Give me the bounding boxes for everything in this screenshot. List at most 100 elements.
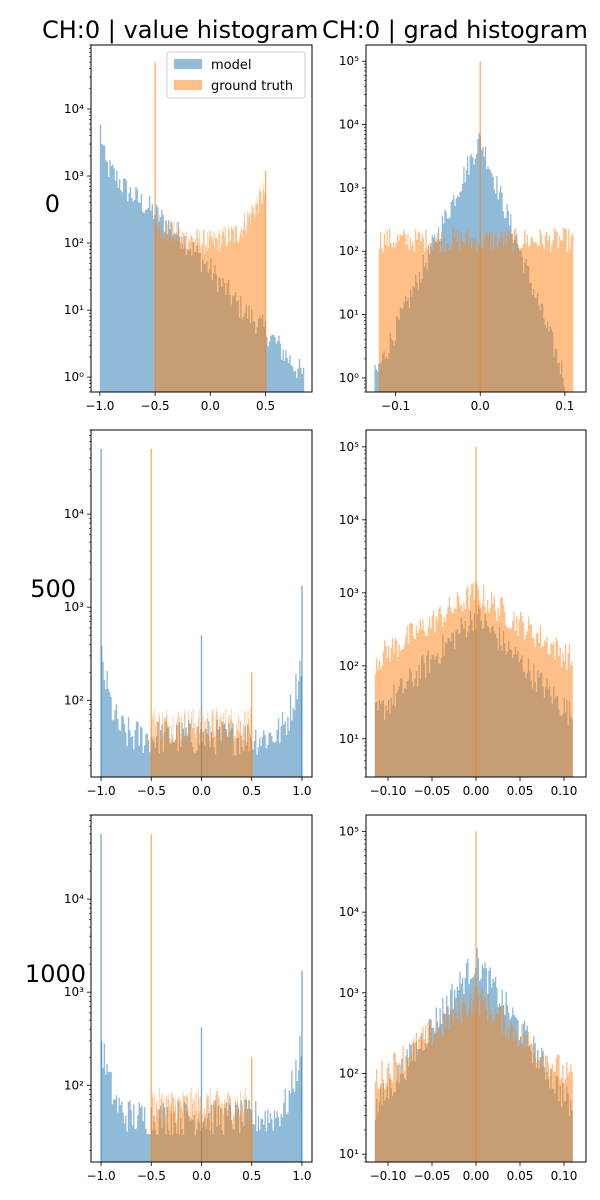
plot-area (100, 449, 303, 777)
panel-3: 10¹ 10² 10³ 10⁴ 10⁵ −0.10 −0.05 0.00 0.05 0.10 (339, 429, 587, 798)
y-tick-label: 10³ (339, 586, 359, 600)
spike-bar (264, 170, 267, 392)
legend-ground-truth-swatch (174, 80, 202, 90)
histogram-bars-ground-truth (151, 706, 252, 777)
plot-area (99, 62, 305, 392)
y-tick-label: 10¹ (64, 303, 84, 317)
y-tick-label: 10² (64, 236, 84, 250)
histogram-bars-ground-truth (374, 985, 573, 1162)
x-tick-label: −0.5 (137, 1169, 166, 1183)
plot-area (100, 834, 303, 1162)
y-tick-label: 10⁴ (339, 513, 359, 527)
y-tick-label: 10² (64, 1078, 84, 1092)
y-tick-label: 10⁴ (339, 905, 359, 919)
spike-bar (200, 1027, 203, 1162)
x-tick-label: −0.05 (414, 784, 451, 798)
x-tick-label: −0.1 (381, 399, 410, 413)
spike-bar (100, 449, 102, 777)
x-tick-label: 0.05 (507, 784, 534, 798)
panel-4: 10² 10³ 10⁴ −1.0 −0.5 0.0 0.5 1.0 (64, 814, 313, 1183)
spike-bar (301, 970, 303, 1162)
y-tick-label: 10⁴ (64, 892, 84, 906)
x-tick-label: 0.05 (507, 1169, 534, 1183)
y-tick-label: 10³ (339, 181, 359, 195)
spike-bar (251, 672, 253, 777)
y-tick-label: 10⁴ (339, 118, 359, 132)
y-tick-label: 10² (64, 693, 84, 707)
y-tick-label: 10¹ (339, 308, 359, 322)
x-tick-label: 1.0 (292, 784, 311, 798)
y-tick-label: 10⁰ (339, 371, 359, 385)
spike-bar (100, 834, 102, 1162)
x-tick-label: 0.0 (192, 1169, 211, 1183)
plot-area (374, 831, 573, 1162)
y-tick-label: 10¹ (339, 732, 359, 746)
spike-bar (154, 62, 156, 392)
legend-ground-truth-label: ground truth (211, 79, 293, 94)
spike-bar (475, 831, 477, 1162)
y-tick-label: 10² (339, 244, 359, 258)
y-tick-label: 10³ (64, 600, 84, 614)
row-label-500: 500 (30, 575, 76, 603)
y-tick-label: 10¹ (339, 1147, 359, 1161)
histogram-bars-ground-truth (378, 227, 574, 392)
legend: model ground truth (166, 51, 306, 99)
x-tick-label: 0.10 (551, 784, 578, 798)
x-tick-label: −0.10 (370, 784, 407, 798)
y-tick-label: 10² (339, 1067, 359, 1081)
y-tick-label: 10² (339, 659, 359, 673)
y-tick-label: 10⁰ (64, 370, 84, 384)
histogram-bars-ground-truth (151, 1087, 252, 1162)
spike-bar (150, 449, 152, 777)
legend-model-label: model (211, 58, 251, 73)
x-tick-label: −1.0 (86, 784, 115, 798)
x-tick-label: −0.05 (414, 1169, 451, 1183)
x-tick-label: 0.10 (551, 1169, 578, 1183)
y-tick-label: 10³ (339, 986, 359, 1000)
plot-area (374, 61, 574, 392)
row-label-0: 0 (45, 190, 60, 218)
y-tick-label: 10⁵ (339, 54, 359, 68)
panel-2: 10² 10³ 10⁴ −1.0 −0.5 0.0 0.5 1.0 (64, 429, 313, 798)
x-tick-label: 0.5 (242, 1169, 261, 1183)
x-tick-label: 0.0 (471, 399, 490, 413)
spike-bar (479, 61, 481, 392)
x-tick-label: 0.00 (463, 784, 490, 798)
histogram-bars-ground-truth (374, 581, 573, 777)
x-tick-label: 0.1 (555, 399, 574, 413)
panel-0: 10⁰ 10¹ 10² 10³ 10⁴ −1.0 −0.5 0.0 0.5 (64, 44, 313, 413)
x-tick-label: −0.5 (137, 784, 166, 798)
col-title-grad: CH:0 | grad histogram (322, 16, 588, 44)
y-tick-label: 10⁵ (339, 440, 359, 454)
x-tick-label: 1.0 (292, 1169, 311, 1183)
spike-bar (301, 585, 303, 777)
x-tick-label: −0.10 (370, 1169, 407, 1183)
panel-1: 10⁰ 10¹ 10² 10³ 10⁴ 10⁵ −0.1 0.0 0.1 (339, 44, 587, 413)
x-tick-label: −1.0 (85, 399, 114, 413)
x-tick-label: −0.5 (141, 399, 170, 413)
spike-bar (251, 1057, 253, 1162)
x-tick-label: 0.5 (256, 399, 275, 413)
y-tick-label: 10³ (64, 169, 84, 183)
spike-bar (150, 834, 152, 1162)
y-tick-label: 10⁴ (64, 102, 84, 116)
histogram-bars-ground-truth (155, 182, 266, 392)
x-tick-label: 0.0 (192, 784, 211, 798)
x-tick-label: −1.0 (86, 1169, 115, 1183)
spike-bar (475, 446, 477, 777)
col-title-value: CH:0 | value histogram (42, 16, 318, 44)
plot-area (374, 446, 573, 777)
panel-5: 10¹ 10² 10³ 10⁴ 10⁵ −0.10 −0.05 0.00 0.05 0.10 (339, 814, 587, 1183)
y-tick-label: 10⁴ (64, 507, 84, 521)
x-tick-label: 0.5 (242, 784, 261, 798)
axes-frame (90, 44, 313, 393)
spike-bar (200, 635, 203, 777)
x-tick-label: 0.0 (201, 399, 220, 413)
axes-frame (365, 44, 587, 393)
x-tick-label: 0.00 (463, 1169, 490, 1183)
legend-model-swatch (174, 59, 202, 69)
y-tick-label: 10³ (64, 985, 84, 999)
y-tick-label: 10⁵ (339, 824, 359, 838)
